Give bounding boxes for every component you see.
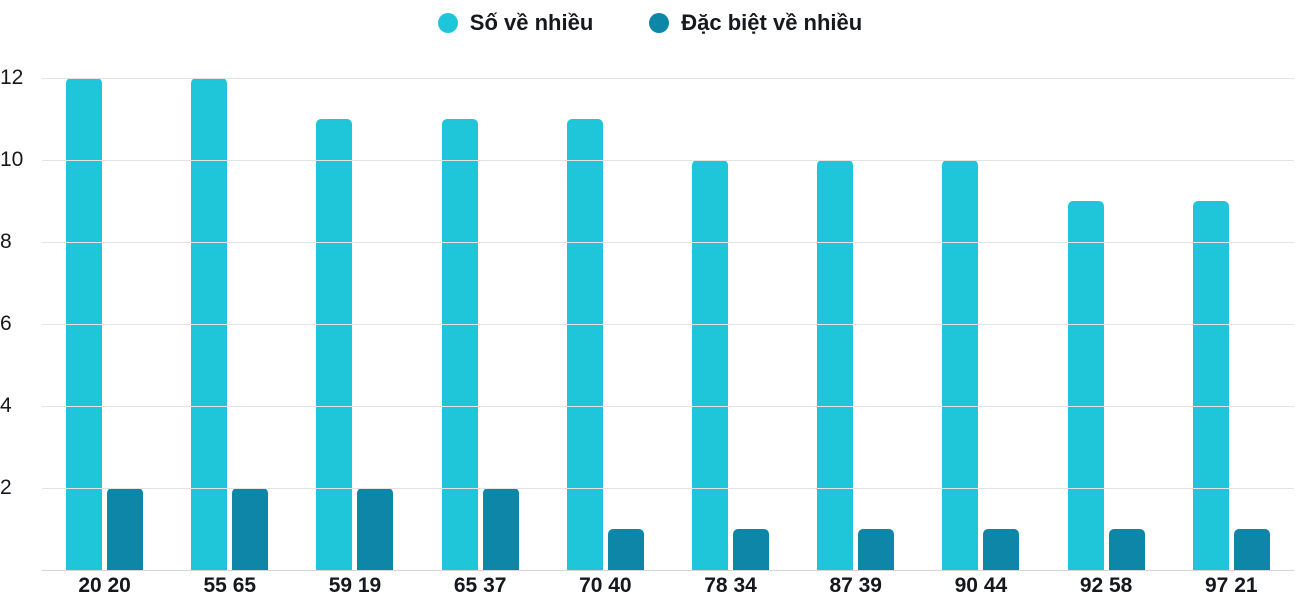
gridline-0	[42, 570, 1294, 571]
bar-so-ve-nhieu-59-19[interactable]	[316, 119, 353, 570]
y-tick-label-10: 10	[0, 148, 24, 171]
legend-label: Số về nhiều	[469, 10, 594, 35]
x-axis-labels: 20 20 55 65 59 19 65 37 70 40 78 34 87 39 90 44…	[42, 574, 1294, 598]
bar-group-87-39	[817, 78, 895, 570]
y-tick-label-8: 8	[0, 230, 12, 253]
bar-group-65-37	[441, 78, 519, 570]
bar-dac-biet-78-34[interactable]	[733, 529, 770, 570]
bar-group-70-40	[566, 78, 644, 570]
x-tick-label-65-37: 65 37	[453, 574, 507, 597]
bar-so-ve-nhieu-92-58[interactable]	[1067, 201, 1104, 570]
bar-dac-biet-55-65[interactable]	[232, 488, 269, 570]
x-tick-label-97-21: 97 21	[1205, 574, 1258, 597]
plot-area	[42, 78, 1294, 571]
bar-so-ve-nhieu-97-21[interactable]	[1192, 201, 1229, 570]
bar-so-ve-nhieu-70-40[interactable]	[566, 119, 603, 570]
bar-dac-biet-97-21[interactable]	[1233, 529, 1270, 570]
bar-dac-biet-70-40[interactable]	[607, 529, 644, 570]
gridline-6	[42, 324, 1294, 325]
x-tick-label-90-44: 90 44	[954, 574, 1008, 597]
chart-legend: Số về nhiều Đặc biệt về nhiều	[0, 10, 1300, 36]
gridline-10	[42, 160, 1294, 161]
y-tick-label-4: 4	[0, 394, 12, 417]
y-tick-label-6: 6	[0, 312, 12, 335]
gridline-4	[42, 406, 1294, 407]
bar-dac-biet-90-44[interactable]	[983, 529, 1020, 570]
x-tick-label-55-65: 55 65	[203, 574, 257, 597]
legend-item-dac-biet-ve-nhieu: Đặc biệt về nhiều	[649, 10, 862, 36]
x-tick-label-20-20: 20 20	[78, 574, 131, 597]
x-tick-label-87-39: 87 39	[829, 574, 882, 597]
bar-dac-biet-87-39[interactable]	[858, 529, 895, 570]
bar-dac-biet-65-37[interactable]	[482, 488, 519, 570]
bar-so-ve-nhieu-78-34[interactable]	[692, 160, 729, 570]
legend-dot-teal-icon	[649, 13, 670, 33]
x-tick-label-92-58: 92 58	[1079, 574, 1133, 597]
x-tick-label-59-19: 59 19	[328, 574, 382, 597]
x-tick-label-70-40: 70 40	[579, 574, 632, 597]
gridline-12	[42, 78, 1294, 79]
gridline-8	[42, 242, 1294, 243]
bar-group-78-34	[692, 78, 770, 570]
y-tick-label-12: 12	[0, 66, 24, 89]
bar-group-59-19	[316, 78, 394, 570]
legend-item-so-ve-nhieu: Số về nhiều	[437, 10, 594, 36]
bar-group-92-58	[1067, 78, 1145, 570]
bar-dac-biet-59-19[interactable]	[357, 488, 394, 570]
bars-row	[42, 78, 1294, 570]
bar-dac-biet-92-58[interactable]	[1108, 529, 1145, 570]
bar-so-ve-nhieu-90-44[interactable]	[942, 160, 979, 570]
bar-so-ve-nhieu-65-37[interactable]	[441, 119, 478, 570]
y-tick-label-2: 2	[0, 476, 12, 499]
x-tick-label-78-34: 78 34	[704, 574, 757, 597]
bar-group-97-21	[1192, 78, 1270, 570]
bar-dac-biet-20-20[interactable]	[107, 488, 144, 570]
bar-group-90-44	[942, 78, 1020, 570]
gridline-2	[42, 488, 1294, 489]
legend-dot-cyan-icon	[437, 13, 458, 33]
legend-label: Đặc biệt về nhiều	[681, 10, 863, 35]
bar-so-ve-nhieu-87-39[interactable]	[817, 160, 854, 570]
